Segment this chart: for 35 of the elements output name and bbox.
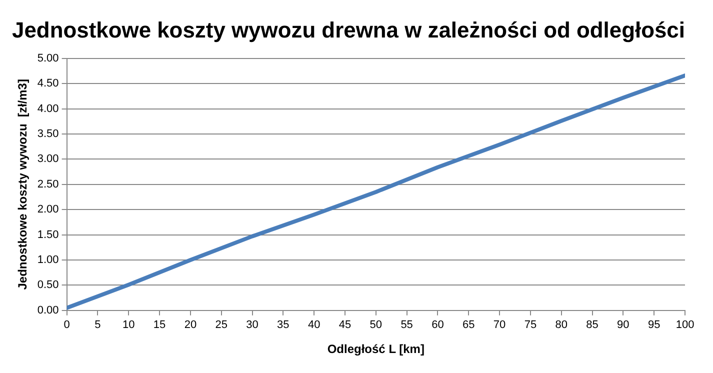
y-tick-label: 1.50 (37, 228, 59, 241)
x-tick-label: 65 (462, 319, 475, 332)
x-tick-label: 75 (524, 319, 537, 332)
x-tick-label: 0 (64, 319, 70, 332)
x-tick-label: 20 (184, 319, 197, 332)
x-tick-label: 70 (493, 319, 506, 332)
x-tick-label: 60 (432, 319, 444, 332)
y-tick-label: 5.00 (37, 52, 59, 64)
y-tick-label: 3.50 (37, 128, 59, 140)
x-tick-label: 35 (277, 319, 290, 332)
x-tick-label: 50 (370, 319, 382, 332)
y-tick-label: 0.50 (37, 279, 59, 292)
x-tick-label: 100 (676, 319, 694, 332)
x-tick-label: 45 (338, 319, 352, 332)
y-tick-label: 1.00 (37, 254, 59, 266)
x-tick-label: 5 (94, 319, 101, 332)
y-tick-label: 4.50 (37, 78, 59, 90)
x-tick-label: 95 (648, 319, 660, 332)
x-tick-label: 10 (122, 319, 135, 332)
x-tick-label: 25 (215, 319, 228, 332)
y-tick-label: 2.50 (37, 178, 59, 190)
y-axis-title: Jednostkowe koszty wywozu [zł/m3] (16, 79, 30, 290)
x-tick-label: 30 (246, 319, 258, 332)
y-tick-label: 2.00 (37, 204, 59, 216)
y-tick-label: 0.00 (37, 304, 59, 316)
x-tick-label: 15 (153, 319, 166, 332)
x-axis-title: Odległość L [km] (327, 342, 424, 356)
x-tick-label: 85 (586, 319, 598, 332)
x-tick-label: 55 (400, 319, 413, 332)
x-tick-label: 90 (617, 319, 630, 332)
y-tick-label: 3.00 (37, 153, 59, 166)
chart-title: Jednostkowe koszty wywozu drewna w zależności od odległości (12, 17, 685, 42)
x-tick-label: 40 (308, 319, 320, 332)
x-tick-label: 80 (555, 319, 568, 332)
y-tick-label: 4.00 (37, 102, 59, 115)
